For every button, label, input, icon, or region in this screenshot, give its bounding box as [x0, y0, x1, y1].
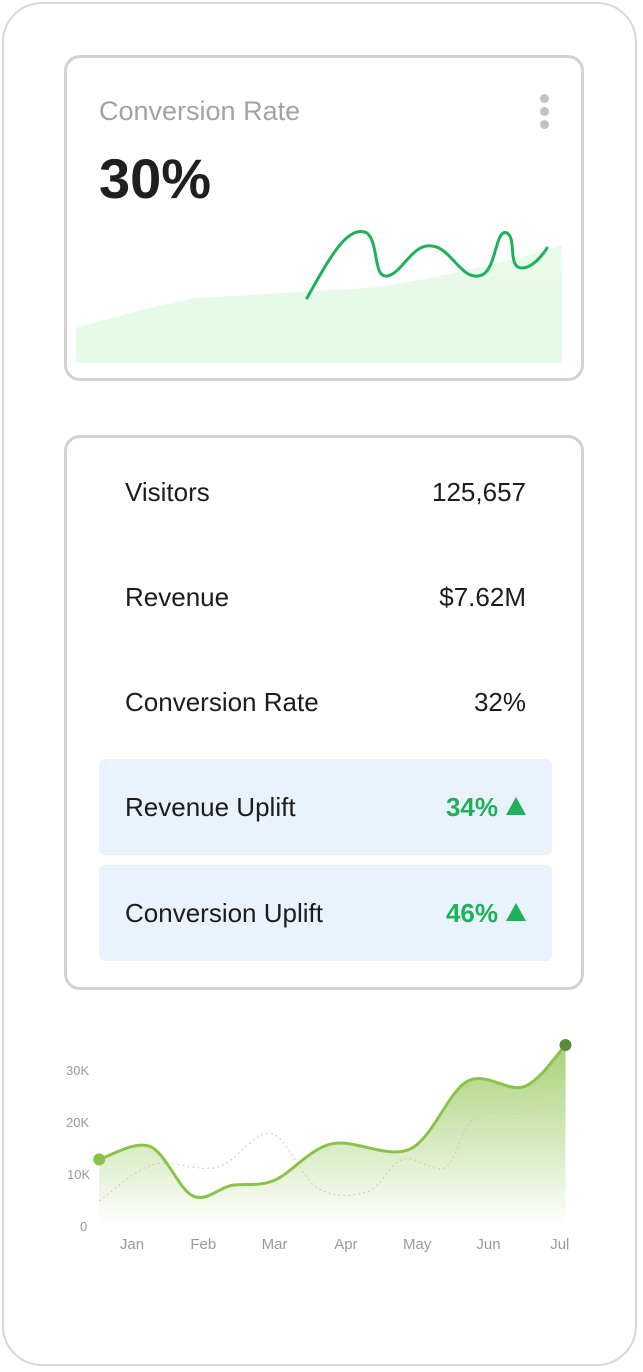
sparkline-line	[305, 229, 549, 300]
x-tick-label: Jan	[119, 1236, 145, 1253]
stat-row-visitors: Visitors 125,657	[99, 444, 552, 540]
kebab-menu-icon[interactable]	[537, 94, 551, 134]
sparkline-area	[76, 246, 562, 363]
trend-up-icon	[506, 796, 526, 815]
x-tick-label: Mar	[261, 1236, 288, 1253]
stat-value: 34%	[445, 791, 498, 822]
x-tick-label: Jul	[550, 1236, 570, 1253]
x-tick-label: May	[403, 1236, 432, 1253]
stat-row-conversion-uplift: Conversion Uplift 46%	[99, 865, 552, 961]
conversion-rate-card: Conversion Rate 30%	[64, 55, 584, 381]
stat-value: 32%	[473, 686, 526, 717]
y-tick-label: 10K	[67, 1167, 91, 1182]
stat-label: Revenue	[125, 581, 230, 612]
stat-label: Revenue Uplift	[125, 791, 296, 822]
stats-card: Visitors 125,657 Revenue $7.62M Conversion…	[64, 435, 584, 990]
stat-row-revenue: Revenue $7.62M	[99, 549, 552, 645]
stat-row-conversion-rate: Conversion Rate 32%	[99, 654, 552, 750]
x-tick-label: Jun	[476, 1236, 501, 1253]
card-value: 30%	[99, 147, 212, 210]
stat-value: 46%	[445, 897, 498, 928]
y-tick-label: 0	[80, 1219, 88, 1234]
x-tick-label: Apr	[334, 1236, 358, 1253]
trend-up-icon	[506, 902, 526, 921]
stat-label: Conversion Uplift	[125, 897, 323, 928]
y-tick-label: 20K	[66, 1115, 90, 1130]
y-tick-label: 30K	[66, 1063, 90, 1078]
stat-label: Visitors	[125, 476, 210, 507]
stat-row-revenue-uplift: Revenue Uplift 34%	[99, 759, 552, 855]
stat-value: $7.62M	[439, 581, 526, 612]
stat-label: Conversion Rate	[125, 686, 319, 717]
sparkline-chart	[76, 229, 562, 363]
stat-value: 125,657	[432, 476, 526, 507]
card-title: Conversion Rate	[99, 96, 301, 126]
x-tick-label: Feb	[190, 1236, 217, 1253]
